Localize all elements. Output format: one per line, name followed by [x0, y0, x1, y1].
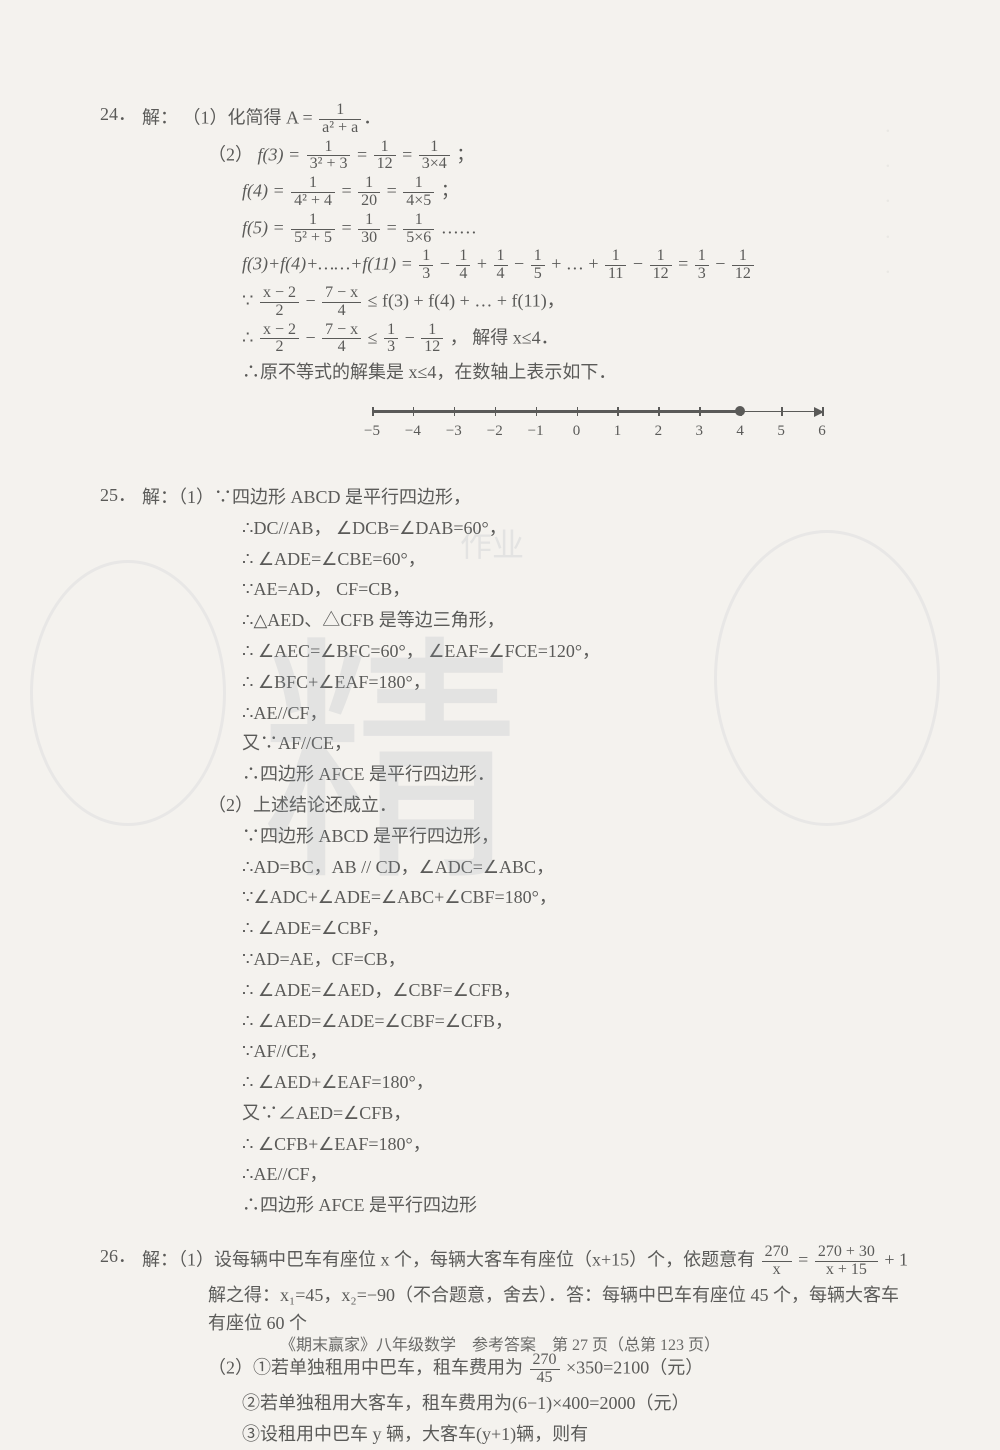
- proof-line: ∵AD=AE，CF=CB，: [142, 945, 910, 974]
- q25-number: 25．: [100, 481, 142, 510]
- numline-label: 0: [573, 419, 581, 443]
- q26-p2-l2: ②若单独租用大客车，租车费用为(6−1)×400=2000（元）: [142, 1389, 910, 1418]
- q24-cond: ∵ x − 22 − 7 − x4 ≤ f(3) + f(4) + … + f(…: [142, 285, 910, 320]
- numline-label: 6: [818, 419, 826, 443]
- q24-final: ∴原不等式的解集是 x≤4，在数轴上表示如下．: [142, 358, 910, 387]
- proof-line: ∵AF//CE，: [142, 1037, 910, 1066]
- numline-label: 2: [655, 419, 663, 443]
- number-line: −5−4−3−2−10123456: [372, 401, 822, 441]
- proof-line: ∴AE//CF，: [142, 1160, 910, 1189]
- proof-line: ∴AD=BC，AB // CD，∠ADC=∠ABC，: [142, 853, 910, 882]
- page: ．．．．． 精 作业 24． 解： （1）化简得 A = 1 a² + a ． …: [0, 0, 1000, 1409]
- proof-line: ∴ ∠ADE=∠AED，∠CBF=∠CFB，: [142, 976, 910, 1005]
- numline-label: 5: [777, 419, 785, 443]
- numline-label: −1: [528, 419, 544, 443]
- proof-line: ∴ ∠ADE=∠CBF，: [142, 914, 910, 943]
- page-footer: 《期末赢家》八年级数学 参考答案 第 27 页（总第 123 页）: [0, 1333, 1000, 1359]
- numline-label: −2: [487, 419, 503, 443]
- numline-label: −4: [405, 419, 421, 443]
- proof-line: ∴ ∠CFB+∠EAF=180°，: [142, 1130, 910, 1159]
- q26-p1-l2: 解之得：x₁=45，x₂=−90（不合题意，舍去）．答：每辆中巴车有座位 45 …: [142, 1281, 910, 1339]
- numline-label: −3: [446, 419, 462, 443]
- watermark-outline-right: [714, 530, 940, 826]
- numline-label: 1: [614, 419, 622, 443]
- q26-p1: 解：（1）设每辆中巴车有座位 x 个，每辆大客车有座位（x+15）个，依题意有 …: [142, 1244, 910, 1279]
- watermark-outline-left: [30, 560, 226, 826]
- q24-p1-frac: 1 a² + a: [319, 102, 361, 137]
- q26-number: 26．: [100, 1242, 142, 1271]
- q25-p1-head: 解：（1）∵四边形 ABCD 是平行四边形，: [142, 483, 910, 512]
- q24-number: 24．: [100, 100, 142, 129]
- q24-result: ∴ x − 22 − 7 − x4 ≤ 13 − 112 ， 解得 x≤4．: [142, 322, 910, 357]
- bleed-through: ．．．．．: [640, 110, 900, 286]
- proof-line: ∴四边形 AFCE 是平行四边形: [142, 1191, 910, 1220]
- proof-line: ∵四边形 ABCD 是平行四边形，: [142, 822, 910, 851]
- proof-line: ∴ ∠AED+∠EAF=180°，: [142, 1068, 910, 1097]
- numline-endpoint: [735, 406, 745, 416]
- numline-label: 4: [736, 419, 744, 443]
- q24-p1-text: （1）化简得 A =: [183, 107, 318, 127]
- q26-p2-l3: ③设租用中巴车 y 辆，大客车(y+1)辆，则有: [142, 1420, 910, 1449]
- proof-line: 又∵∠AED=∠CFB，: [142, 1099, 910, 1128]
- label-solution: 解：: [142, 107, 178, 127]
- numline-label: 3: [696, 419, 704, 443]
- numline-label: −5: [364, 419, 380, 443]
- proof-line: ∴ ∠AED=∠ADE=∠CBF=∠CFB，: [142, 1007, 910, 1036]
- proof-line: ∵∠ADC+∠ADE=∠ABC+∠CBF=180°，: [142, 883, 910, 912]
